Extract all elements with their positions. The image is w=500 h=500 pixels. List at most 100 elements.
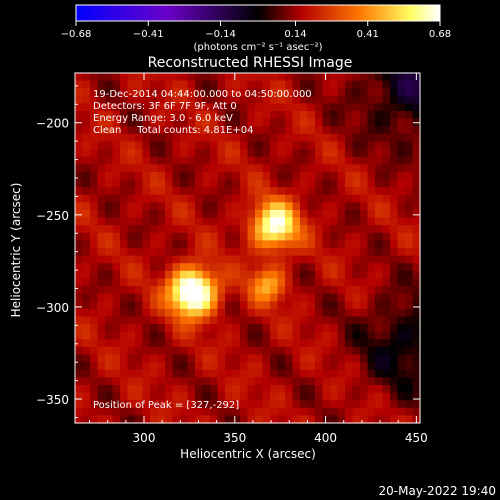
heatmap-cell [135, 354, 144, 363]
heatmap-cell [127, 179, 136, 188]
heatmap-cell [75, 362, 84, 371]
heatmap-cell [367, 354, 376, 363]
heatmap-cell [120, 270, 129, 280]
heatmap-cell [217, 133, 226, 143]
heatmap-cell [270, 324, 279, 333]
heatmap-cell [382, 263, 391, 272]
heatmap-cell [195, 286, 204, 295]
heatmap-cell [277, 384, 286, 394]
heatmap-cell [352, 225, 361, 234]
heatmap-cell [405, 209, 414, 219]
heatmap-cell [360, 88, 369, 97]
heatmap-cell [165, 149, 174, 158]
heatmap-cell [157, 339, 166, 348]
heatmap-cell [195, 255, 204, 264]
heatmap-cell [360, 331, 369, 340]
heatmap-cell [352, 415, 361, 424]
heatmap-cell [322, 301, 331, 310]
heatmap-cell [337, 126, 346, 135]
heatmap-cell [247, 80, 256, 89]
heatmap-cell [405, 316, 414, 325]
heatmap-cell [202, 126, 211, 135]
heatmap-cell [262, 171, 271, 181]
heatmap-cell [337, 301, 346, 310]
heatmap-cell [285, 194, 294, 203]
heatmap-cell [375, 164, 384, 173]
heatmap-cell [292, 141, 301, 150]
heatmap-cell [307, 111, 316, 120]
heatmap-cell [322, 80, 331, 89]
heatmap-cell [247, 179, 256, 188]
heatmap-cell [390, 301, 399, 310]
heatmap-cell [120, 354, 129, 363]
heatmap-cell [225, 111, 234, 120]
heatmap-cell [75, 301, 84, 310]
heatmap-cell [247, 95, 256, 105]
colorbar-tick-label: −0.68 [61, 29, 92, 40]
heatmap-cell [285, 270, 294, 280]
heatmap-cell [202, 171, 211, 181]
heatmap-cell [367, 141, 376, 150]
heatmap-cell [262, 400, 271, 409]
heatmap-cell [255, 179, 264, 188]
heatmap-cell [127, 118, 136, 127]
heatmap-cell [90, 354, 99, 363]
heatmap-cell [345, 308, 354, 318]
heatmap-cell [270, 111, 279, 120]
heatmap-cell [382, 171, 391, 181]
heatmap-cell [120, 156, 129, 165]
heatmap-cell [315, 133, 324, 143]
heatmap-cell [142, 324, 151, 333]
heatmap-cell [285, 141, 294, 150]
heatmap-cell [82, 324, 91, 333]
heatmap-cell [330, 141, 339, 150]
heatmap-cell [240, 126, 249, 135]
heatmap-cell [382, 141, 391, 150]
heatmap-cell [90, 95, 99, 105]
heatmap-cell [225, 194, 234, 203]
heatmap-cell [127, 149, 136, 158]
heatmap-cell [217, 164, 226, 173]
heatmap-cell [97, 362, 106, 371]
heatmap-cell [195, 369, 204, 378]
heatmap-cell [330, 179, 339, 188]
heatmap-cell [180, 133, 189, 143]
heatmap-cell [285, 407, 294, 416]
heatmap-cell [367, 400, 376, 409]
heatmap-cell [195, 278, 204, 287]
heatmap-cell [112, 339, 121, 348]
heatmap-cell [75, 103, 84, 112]
heatmap-cell [330, 194, 339, 203]
heatmap-cell [150, 179, 159, 188]
heatmap-cell [187, 263, 196, 272]
heatmap-cell [105, 324, 114, 333]
heatmap-cell [105, 133, 114, 143]
heatmap-cell [232, 316, 241, 325]
heatmap-cell [82, 88, 91, 97]
heatmap-cell [135, 362, 144, 371]
heatmap-cell [337, 263, 346, 272]
heatmap-cell [105, 73, 114, 82]
heatmap-cell [180, 209, 189, 219]
heatmap-cell [210, 400, 219, 409]
heatmap-cell [180, 179, 189, 188]
heatmap-cell [90, 209, 99, 219]
heatmap-cell [397, 400, 406, 409]
heatmap-cell [270, 377, 279, 386]
heatmap-cell [240, 73, 249, 82]
heatmap-cell [390, 118, 399, 127]
heatmap-cell [195, 232, 204, 241]
chart-title: Reconstructed RHESSI Image [148, 55, 353, 71]
heatmap-cell [397, 263, 406, 272]
heatmap-cell [82, 209, 91, 219]
heatmap-cell [300, 225, 309, 234]
heatmap-cell [225, 407, 234, 416]
heatmap-cell [352, 73, 361, 82]
heatmap-cell [142, 209, 151, 219]
heatmap-cell [120, 149, 129, 158]
heatmap-cell [157, 202, 166, 211]
heatmap-cell [330, 354, 339, 363]
heatmap-cell [360, 73, 369, 82]
heatmap-cell [180, 202, 189, 211]
heatmap-cell [412, 194, 421, 203]
